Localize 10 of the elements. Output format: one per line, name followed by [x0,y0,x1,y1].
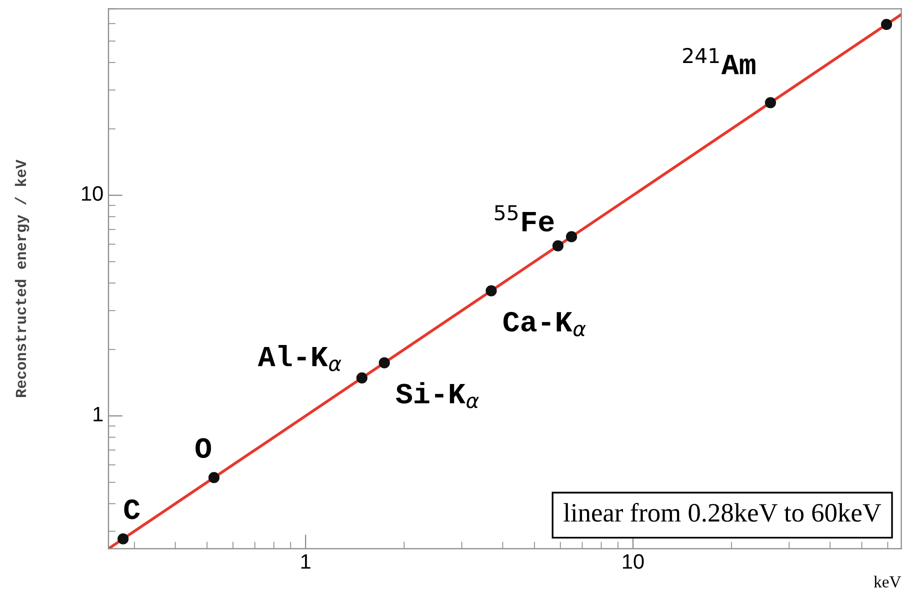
annotation: Si-K$_{α}$ [396,382,479,408]
x-axis-title: keV [874,576,902,588]
annotation: Al-K$_{α}$ [258,345,342,372]
annotation: Ca-K$_{α}$ [503,312,586,336]
annotation: linear from 0.28keV to 60keV [564,502,882,522]
annotation: C [124,499,140,520]
y-axis-title: Reconstructed energy / keV [14,160,30,397]
annotation: $^{55}$Fe [494,205,554,232]
annotation: $^{241}$Am [683,48,756,74]
annotation: O [196,438,212,458]
